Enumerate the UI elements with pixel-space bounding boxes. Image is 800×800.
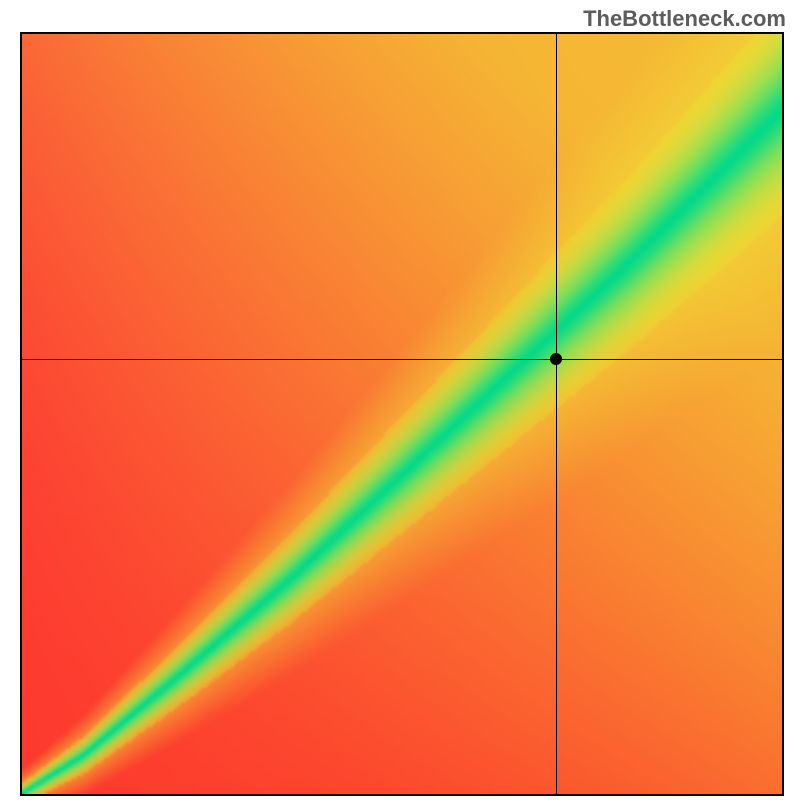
bottleneck-heatmap [20,32,784,796]
crosshair-horizontal [22,359,782,360]
heatmap-canvas [22,34,782,794]
crosshair-vertical [556,34,557,794]
crosshair-marker [550,353,562,365]
watermark-text: TheBottleneck.com [583,6,786,32]
